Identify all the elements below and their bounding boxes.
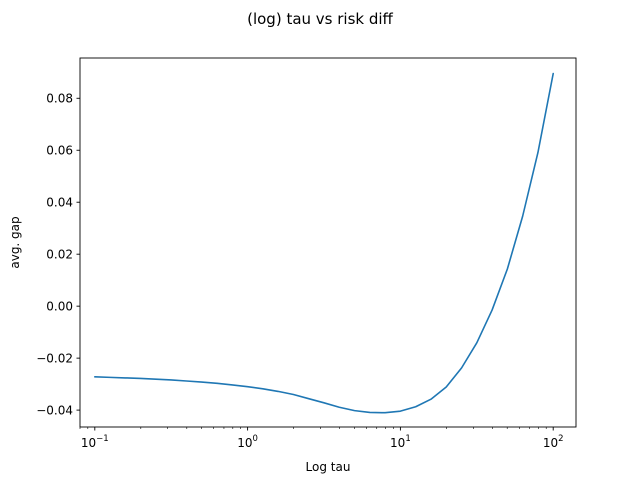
- x-tick-label: 101: [390, 434, 411, 450]
- y-tick-label: −0.02: [36, 351, 73, 365]
- y-tick-label: 0.02: [46, 247, 73, 261]
- x-tick-label: 102: [543, 434, 564, 450]
- y-axis-label: avg. gap: [8, 216, 22, 268]
- y-axis: −0.04 −0.02 0.00 0.02 0.04 0.06 0.08: [36, 91, 80, 417]
- y-tick-label: 0.04: [46, 195, 73, 209]
- x-tick-label: 10−1: [81, 434, 109, 450]
- x-tick-label: 100: [237, 434, 258, 450]
- y-tick-label: 0.08: [46, 91, 73, 105]
- y-tick-label: −0.04: [36, 403, 73, 417]
- plot-area-frame: [79, 57, 577, 428]
- y-tick-label: 0.06: [46, 143, 73, 157]
- series-layer: [94, 72, 555, 414]
- x-axis: 10−1 100 101 102: [79, 427, 564, 450]
- x-axis-label: Log tau: [306, 460, 351, 474]
- chart-title: (log) tau vs risk diff: [247, 10, 393, 28]
- series-line: [94, 72, 555, 414]
- y-tick-label: 0.00: [46, 299, 73, 313]
